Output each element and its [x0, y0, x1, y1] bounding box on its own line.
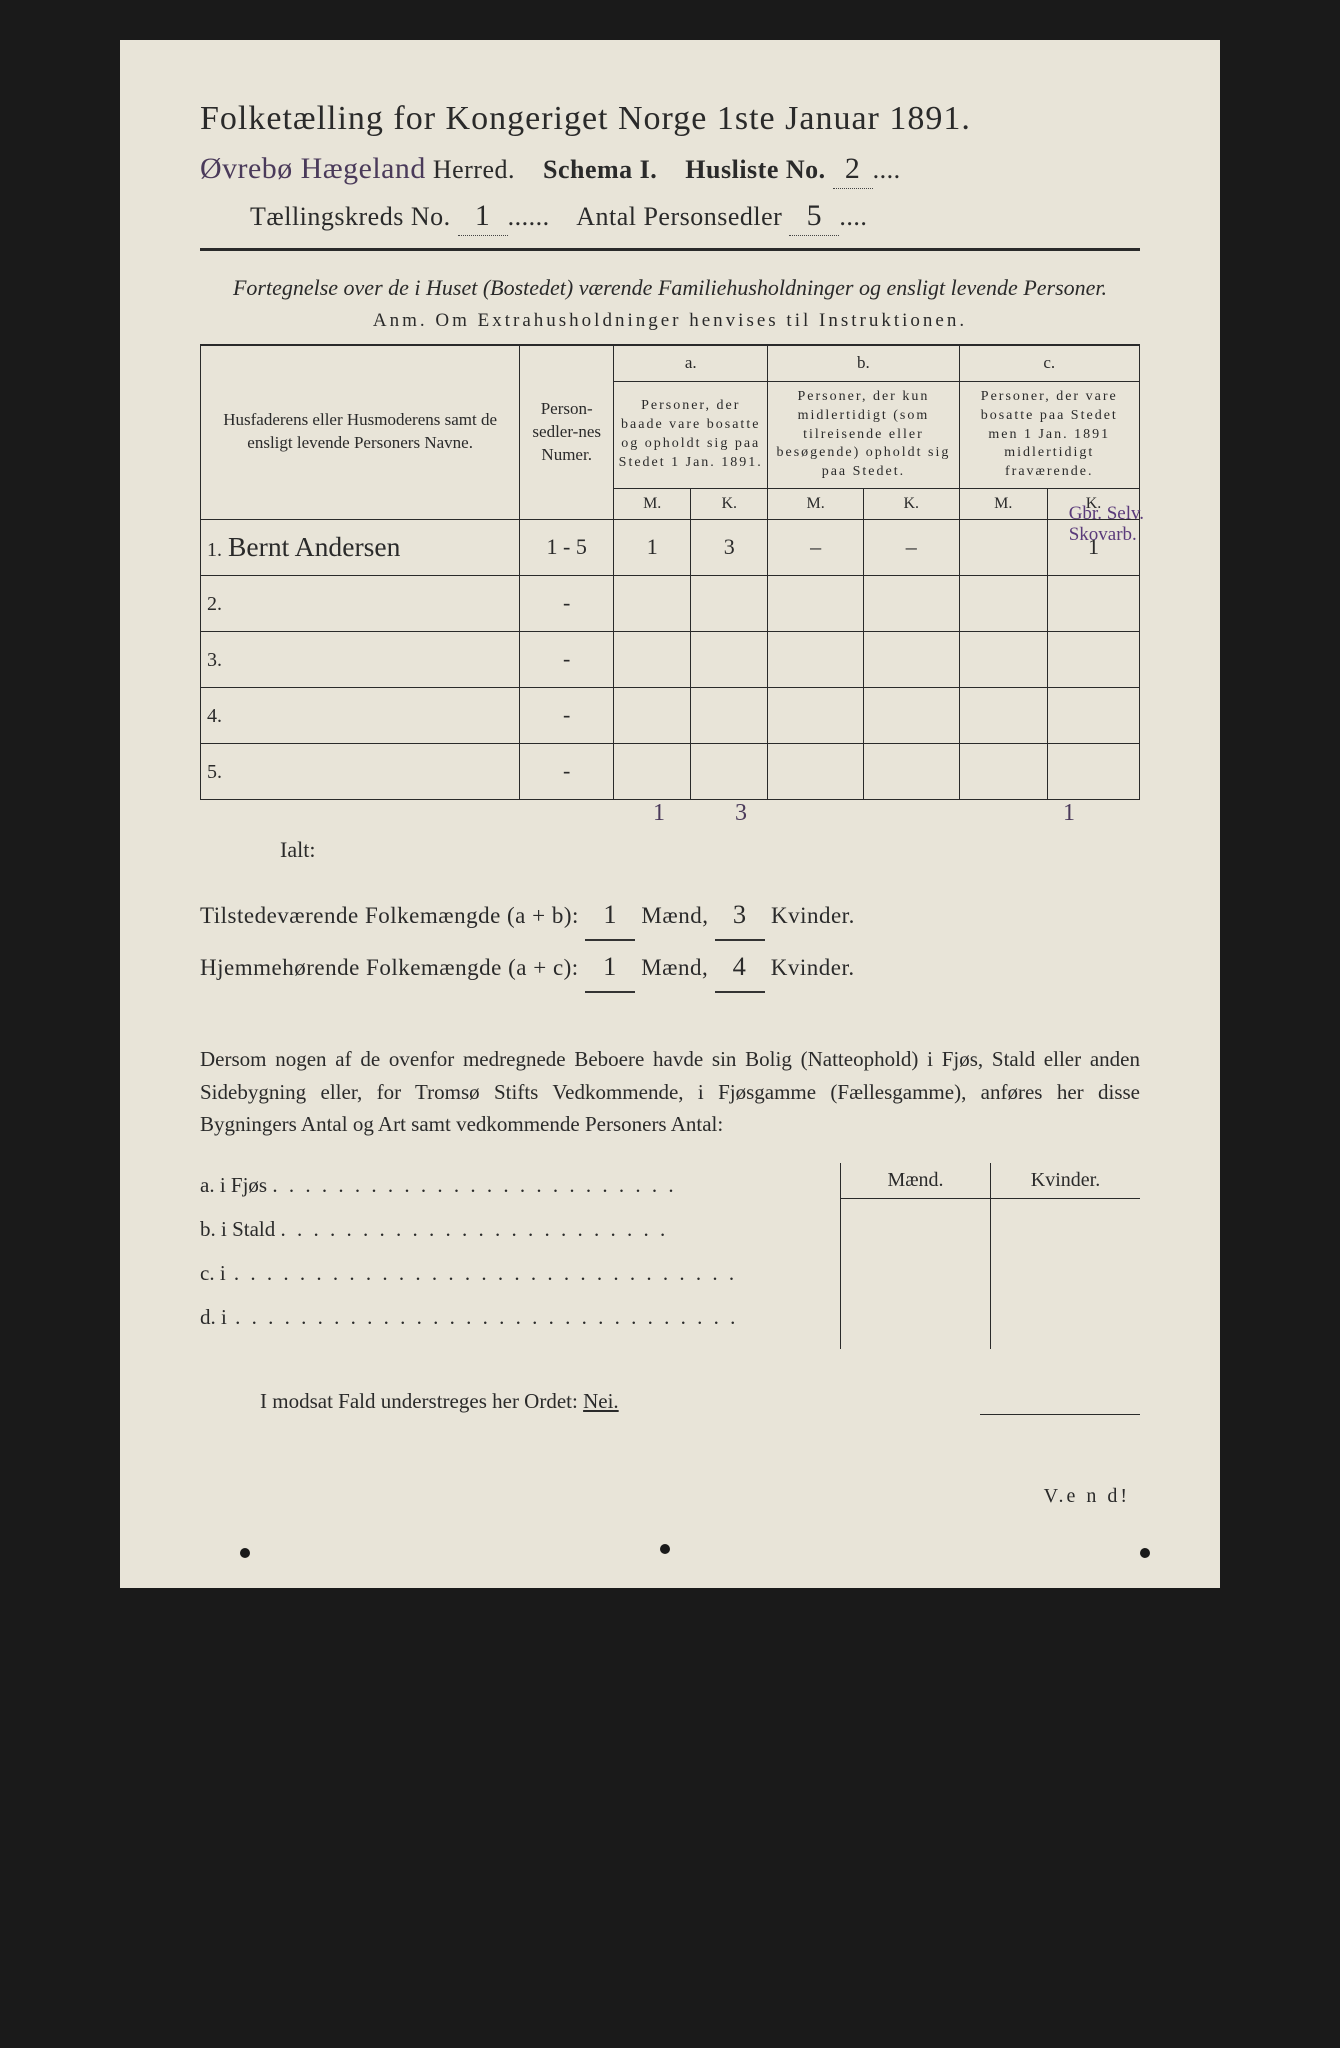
outbuilding-rows: a. i Fjøs . . . . . . . . . . . . . . . …: [200, 1163, 840, 1349]
col-a-m: M.: [614, 489, 691, 520]
ink-blot-icon: [1140, 1548, 1150, 1558]
outbuilding-counts: Mænd. Kvinder.: [840, 1163, 1140, 1349]
col-a-text: Personer, der baade vare bosatte og opho…: [614, 381, 768, 488]
column-totals: 1 3 1: [200, 800, 1140, 827]
total-aK: 3: [700, 800, 782, 827]
summary-block: Tilstedeværende Folkemængde (a + b): 1 M…: [200, 889, 1140, 994]
total-aM: 1: [618, 800, 700, 827]
col-pnum: Person-sedler-nes Numer.: [520, 345, 614, 519]
present-women: 3: [715, 889, 765, 941]
note-line: Anm. Om Extrahusholdninger henvises til …: [200, 310, 1140, 332]
table-row: 1.Bernt Andersen 1 - 5 1 3 – – 1: [201, 519, 1140, 575]
personsedler-no: 5: [789, 199, 839, 236]
resident-men: 1: [585, 941, 635, 993]
instruction-paragraph: Dersom nogen af de ovenfor medregnede Be…: [200, 1043, 1140, 1141]
row1-aM: 1: [614, 519, 691, 575]
row1-bK: –: [863, 519, 959, 575]
ink-blot-icon: [660, 1544, 670, 1554]
row1-pnum: 1 - 5: [520, 519, 614, 575]
ialt-row: Ialt:: [200, 837, 1140, 863]
schema-label: Schema I.: [543, 155, 657, 184]
col-name: Husfaderens eller Husmoderens samt de en…: [201, 345, 520, 519]
husliste-label: Husliste No.: [685, 155, 825, 184]
col-c-m: M.: [959, 489, 1047, 520]
row1-bM: –: [768, 519, 864, 575]
vend-rule: [980, 1414, 1140, 1415]
row1-aK: 3: [691, 519, 768, 575]
col-a-label: a.: [614, 345, 768, 381]
col-b-label: b.: [768, 345, 959, 381]
husliste-no: 2: [833, 152, 873, 189]
maend-cell: [841, 1199, 991, 1349]
divider: [200, 248, 1140, 251]
table-row: 5. -: [201, 743, 1140, 799]
subtitle: Fortegnelse over de i Huset (Bostedet) v…: [200, 273, 1140, 304]
margin-annotation: Gbr. Selv. Skovarb.: [1069, 504, 1144, 546]
ialt-label: Ialt:: [200, 837, 420, 863]
table-row: 4. -: [201, 687, 1140, 743]
present-men: 1: [585, 889, 635, 941]
herred-label: Herred.: [433, 155, 515, 184]
col-kvinder: Kvinder.: [991, 1163, 1140, 1198]
summary-line-1: Tilstedeværende Folkemængde (a + b): 1 M…: [200, 889, 1140, 941]
ink-blot-icon: [240, 1548, 250, 1558]
resident-women: 4: [715, 941, 765, 993]
row-d: d. i . . . . . . . . . . . . . . . . . .…: [200, 1295, 840, 1339]
nei-line: I modsat Fald understreges her Ordet: Ne…: [200, 1389, 1140, 1414]
col-c-text: Personer, der vare bosatte paa Stedet me…: [959, 381, 1139, 488]
anm-text: Anm. Om Extrahusholdninger henvises til …: [373, 310, 967, 331]
outbuilding-table: a. i Fjøs . . . . . . . . . . . . . . . …: [200, 1163, 1140, 1349]
household-table: Husfaderens eller Husmoderens samt de en…: [200, 344, 1140, 800]
row1-cM: [959, 519, 1047, 575]
summary-line-2: Hjemmehørende Folkemængde (a + c): 1 Mæn…: [200, 941, 1140, 993]
census-form-page: Folketælling for Kongeriget Norge 1ste J…: [120, 40, 1220, 1588]
kvinder-cell: [991, 1199, 1140, 1349]
col-maend: Mænd.: [841, 1163, 991, 1198]
row-fjos: a. i Fjøs . . . . . . . . . . . . . . . …: [200, 1163, 840, 1207]
col-b-text: Personer, der kun midlertidigt (som tilr…: [768, 381, 959, 488]
col-c-label: c.: [959, 345, 1139, 381]
turn-over: V.e n d!: [200, 1485, 1140, 1508]
page-title: Folketælling for Kongeriget Norge 1ste J…: [200, 100, 1140, 138]
table-row: 2. -: [201, 575, 1140, 631]
total-cK: 1: [1028, 800, 1110, 827]
header-line-1: Øvrebø Hægeland Herred. Schema I. Huslis…: [200, 152, 1140, 189]
kreds-label: Tællingskreds No.: [250, 202, 451, 231]
col-a-k: K.: [691, 489, 768, 520]
row-stald: b. i Stald . . . . . . . . . . . . . . .…: [200, 1207, 840, 1251]
col-b-m: M.: [768, 489, 864, 520]
personsedler-label: Antal Personsedler: [576, 202, 782, 231]
table-row: 3. -: [201, 631, 1140, 687]
kreds-no: 1: [458, 199, 508, 236]
table-wrap: Husfaderens eller Husmoderens samt de en…: [200, 344, 1140, 800]
col-b-k: K.: [863, 489, 959, 520]
nei-word: Nei.: [583, 1389, 619, 1413]
row-c: c. i . . . . . . . . . . . . . . . . . .…: [200, 1251, 840, 1295]
row1-name: Bernt Andersen: [228, 531, 400, 562]
header-line-2: Tællingskreds No. 1...... Antal Personse…: [200, 199, 1140, 236]
herred-handwritten: Øvrebø Hægeland: [200, 152, 426, 185]
